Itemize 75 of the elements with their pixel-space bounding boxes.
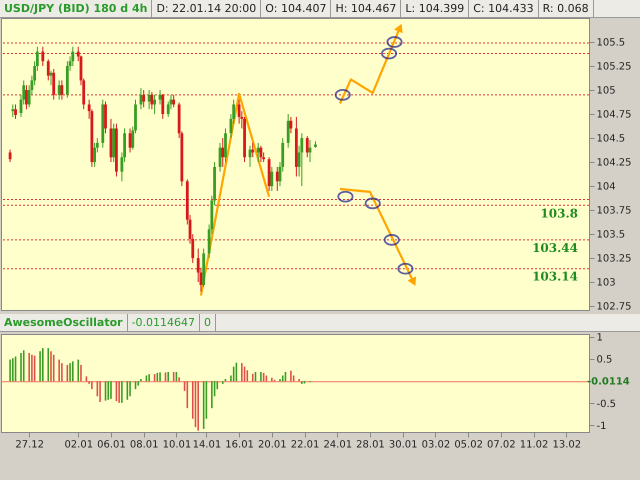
- candlestick: [8, 149, 12, 163]
- y-tick-label: 103.75: [596, 206, 632, 217]
- candlestick: [14, 104, 17, 120]
- text: 0: [200, 314, 216, 331]
- y-tick-label: 102.75: [596, 302, 632, 313]
- text: -0.0114647: [128, 314, 200, 331]
- text: D: 22.01.14 20:00: [152, 0, 262, 17]
- x-tick-label: 03.02: [422, 440, 450, 450]
- text: L: 104.399: [401, 0, 470, 17]
- candlestick: [93, 142, 96, 168]
- candlestick: [238, 99, 241, 124]
- y-tick-label: 104.5: [596, 134, 626, 145]
- y-tick-label: -1: [596, 420, 606, 432]
- y-tick-label: 1: [596, 332, 603, 344]
- candlestick: [300, 132, 304, 187]
- candlestick: [58, 80, 61, 100]
- candlestick: [218, 142, 222, 172]
- text: H: 104.467: [331, 0, 402, 17]
- y-tick-label: -0.5: [596, 398, 616, 410]
- candlestick: [140, 88, 142, 110]
- ref-line-label: 103.44: [532, 240, 578, 255]
- chart-title: AwesomeOscillator: [0, 314, 128, 331]
- y-tick-label: 104.25: [596, 158, 632, 169]
- x-tick-label: 22.01: [290, 440, 320, 450]
- x-tick-label: 24.01: [323, 440, 352, 450]
- candlestick: [251, 142, 254, 158]
- y-tick-label: 103.5: [596, 230, 626, 241]
- candlestick: [46, 58, 50, 81]
- x-tick-label: 06.01: [97, 440, 126, 450]
- x-tick-label: 27.12: [15, 440, 44, 450]
- x-tick-label: 02.01: [64, 440, 94, 450]
- ref-line-label: 103.8: [540, 206, 578, 220]
- y-tick-label: 105: [596, 86, 616, 97]
- x-tick-label: 08.01: [130, 440, 159, 450]
- candlestick: [221, 138, 224, 168]
- y-tick-label: 104: [596, 182, 616, 193]
- x-tick-label: 20.01: [258, 440, 287, 450]
- candlestick: [128, 128, 132, 153]
- candlestick: [158, 90, 162, 105]
- y-tick-label: 105.25: [596, 62, 632, 73]
- text: R: 0.068: [538, 0, 594, 17]
- ref-line-label: -0.0114: [587, 376, 630, 388]
- candlestick: [270, 166, 274, 192]
- x-tick-label: 16.01: [225, 440, 254, 450]
- candlestick: [150, 91, 154, 110]
- x-tick-label: 13.02: [552, 440, 582, 450]
- candlestick: [50, 70, 52, 86]
- y-tick-label: 103: [596, 278, 616, 289]
- text: O: 104.407: [261, 0, 332, 17]
- x-tick-label: 11.02: [520, 440, 548, 450]
- candlestick: [256, 142, 260, 163]
- x-tick-label: 30.01: [388, 440, 418, 450]
- y-tick-label: 104.75: [596, 110, 632, 121]
- candlestick: [306, 136, 309, 158]
- candlestick: [148, 90, 151, 110]
- x-tick-label: 14.01: [192, 440, 222, 450]
- candlestick: [260, 145, 262, 163]
- candlestick: [248, 145, 252, 168]
- text: C: 104.433: [469, 0, 539, 17]
- candlestick: [153, 94, 156, 115]
- candlestick: [290, 116, 292, 134]
- chart-title: USD/JPY (BID) 180 d 4h: [0, 0, 152, 17]
- candlestick: [308, 139, 312, 163]
- y-tick-label: 103.25: [596, 254, 632, 265]
- candlestick: [60, 80, 64, 100]
- candlestick: [25, 84, 28, 110]
- y-tick-label: 105.5: [596, 38, 626, 49]
- x-tick-label: 28.01: [356, 440, 385, 450]
- x-tick-label: 07.02: [487, 440, 516, 450]
- ref-line-label: 103.14: [532, 270, 578, 284]
- candlestick: [276, 166, 279, 192]
- x-tick-label: 10.01: [162, 440, 192, 450]
- x-tick-label: 05.02: [454, 440, 483, 450]
- candlestick: [172, 94, 176, 108]
- y-tick-label: 0.5: [596, 354, 612, 366]
